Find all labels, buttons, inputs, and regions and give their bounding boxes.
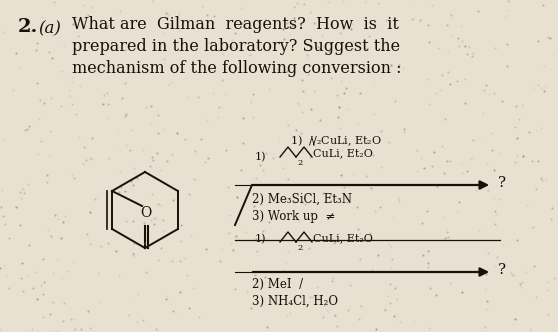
Text: ?: ?	[498, 176, 506, 190]
Text: 2.: 2.	[18, 18, 39, 36]
Text: ?: ?	[498, 263, 506, 277]
Text: 2) MeI  /: 2) MeI /	[252, 278, 303, 291]
Text: mechanism of the following conversion :: mechanism of the following conversion :	[72, 60, 402, 77]
Text: 1): 1)	[255, 152, 267, 162]
Text: What are  Gilman  reagents?  How  is  it: What are Gilman reagents? How is it	[72, 16, 399, 33]
Text: CuLi, Et₂O: CuLi, Et₂O	[313, 148, 373, 158]
Text: 1)  $\mathregular{/\!\backslash\!/}$₂CuLi, Et₂O: 1) $\mathregular{/\!\backslash\!/}$₂CuLi…	[290, 133, 382, 148]
Text: 1): 1)	[255, 234, 267, 244]
Text: 2) Me₃SiCl, Et₃N: 2) Me₃SiCl, Et₃N	[252, 193, 352, 206]
Text: 3) Work up  ≠: 3) Work up ≠	[252, 210, 335, 223]
Text: O: O	[141, 206, 152, 220]
Text: 3) NH₄Cl, H₂O: 3) NH₄Cl, H₂O	[252, 295, 338, 308]
Text: 2: 2	[297, 159, 302, 167]
Text: (a): (a)	[38, 20, 61, 37]
Text: prepared in the laboratory? Suggest the: prepared in the laboratory? Suggest the	[72, 38, 400, 55]
Text: CuLi, Et₂O: CuLi, Et₂O	[313, 233, 373, 243]
Text: 2: 2	[297, 244, 302, 252]
